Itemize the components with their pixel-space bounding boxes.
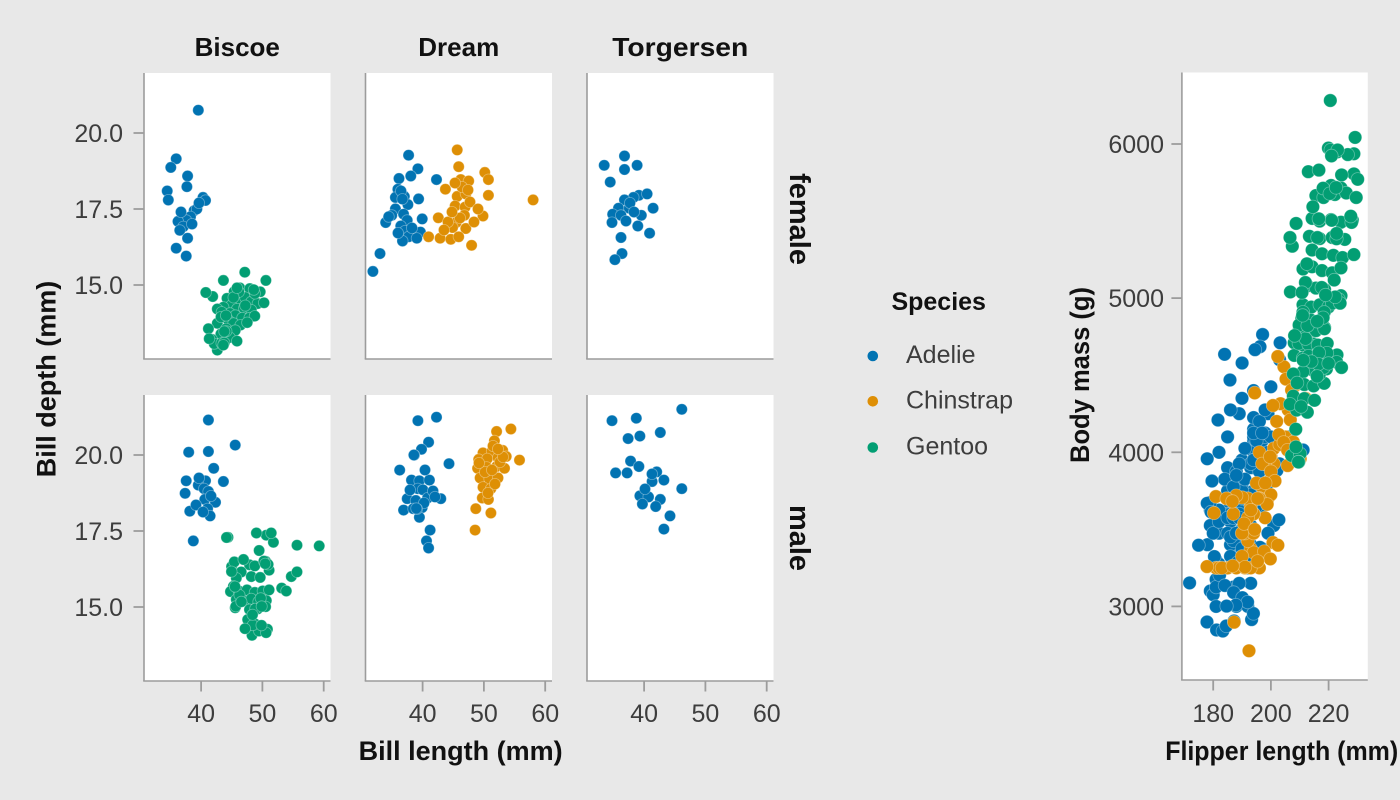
- svg-text:Adelie: Adelie: [906, 341, 976, 369]
- svg-text:17.5: 17.5: [74, 518, 123, 546]
- svg-text:220: 220: [1308, 700, 1350, 728]
- svg-text:Body mass (g): Body mass (g): [1065, 287, 1095, 463]
- svg-text:Chinstrap: Chinstrap: [906, 386, 1013, 414]
- svg-text:Dream: Dream: [418, 32, 499, 62]
- svg-text:Gentoo: Gentoo: [906, 433, 988, 461]
- svg-text:6000: 6000: [1108, 131, 1164, 159]
- svg-text:200: 200: [1250, 700, 1292, 728]
- svg-text:17.5: 17.5: [74, 196, 123, 224]
- svg-text:Biscoe: Biscoe: [195, 32, 280, 62]
- svg-text:40: 40: [187, 700, 215, 728]
- svg-text:20.0: 20.0: [74, 120, 123, 148]
- svg-text:60: 60: [753, 700, 781, 728]
- svg-text:15.0: 15.0: [74, 594, 123, 622]
- svg-text:40: 40: [409, 700, 437, 728]
- svg-text:4000: 4000: [1108, 439, 1164, 467]
- svg-text:15.0: 15.0: [74, 272, 123, 300]
- svg-text:Bill length (mm): Bill length (mm): [359, 736, 563, 766]
- svg-text:Species: Species: [891, 288, 986, 316]
- svg-text:3000: 3000: [1108, 593, 1164, 621]
- svg-text:180: 180: [1192, 700, 1234, 728]
- svg-text:female: female: [783, 173, 815, 265]
- svg-text:60: 60: [310, 700, 338, 728]
- svg-text:50: 50: [470, 700, 498, 728]
- svg-text:20.0: 20.0: [74, 442, 123, 470]
- svg-text:50: 50: [249, 700, 277, 728]
- svg-text:Bill depth (mm): Bill depth (mm): [32, 281, 62, 478]
- svg-text:male: male: [783, 505, 815, 571]
- svg-text:5000: 5000: [1108, 285, 1164, 313]
- svg-text:60: 60: [531, 700, 559, 728]
- svg-text:Torgersen: Torgersen: [612, 32, 748, 62]
- svg-text:40: 40: [630, 700, 658, 728]
- svg-text:Flipper length (mm): Flipper length (mm): [1165, 736, 1398, 766]
- svg-text:50: 50: [692, 700, 720, 728]
